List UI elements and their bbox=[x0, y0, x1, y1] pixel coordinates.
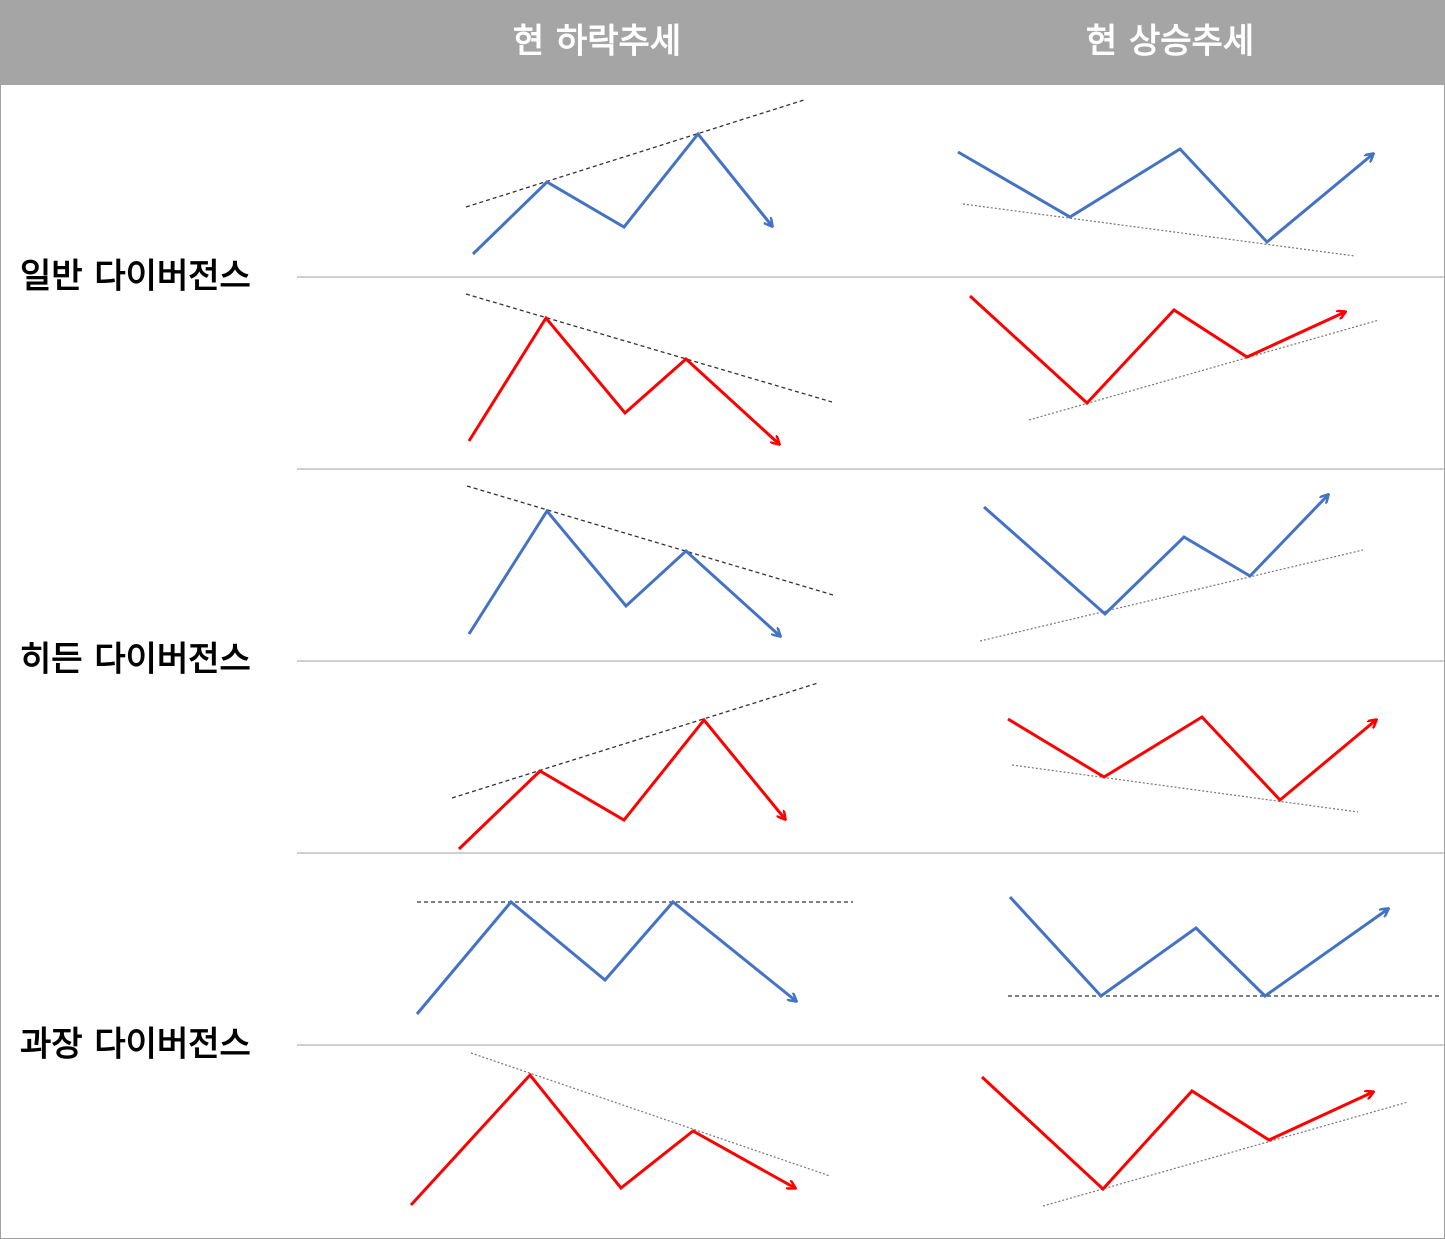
row-label: 일반 다이버전스 bbox=[20, 257, 251, 297]
separators bbox=[297, 276, 1445, 1046]
column-header: 현 상승추세 bbox=[1086, 22, 1254, 62]
header-bar bbox=[0, 0, 1445, 85]
row-label: 히든 다이버전스 bbox=[20, 640, 251, 680]
column-header: 현 하락추세 bbox=[513, 22, 681, 62]
sketches bbox=[409, 99, 1441, 1207]
row-label: 과장 다이버전스 bbox=[20, 1025, 251, 1065]
